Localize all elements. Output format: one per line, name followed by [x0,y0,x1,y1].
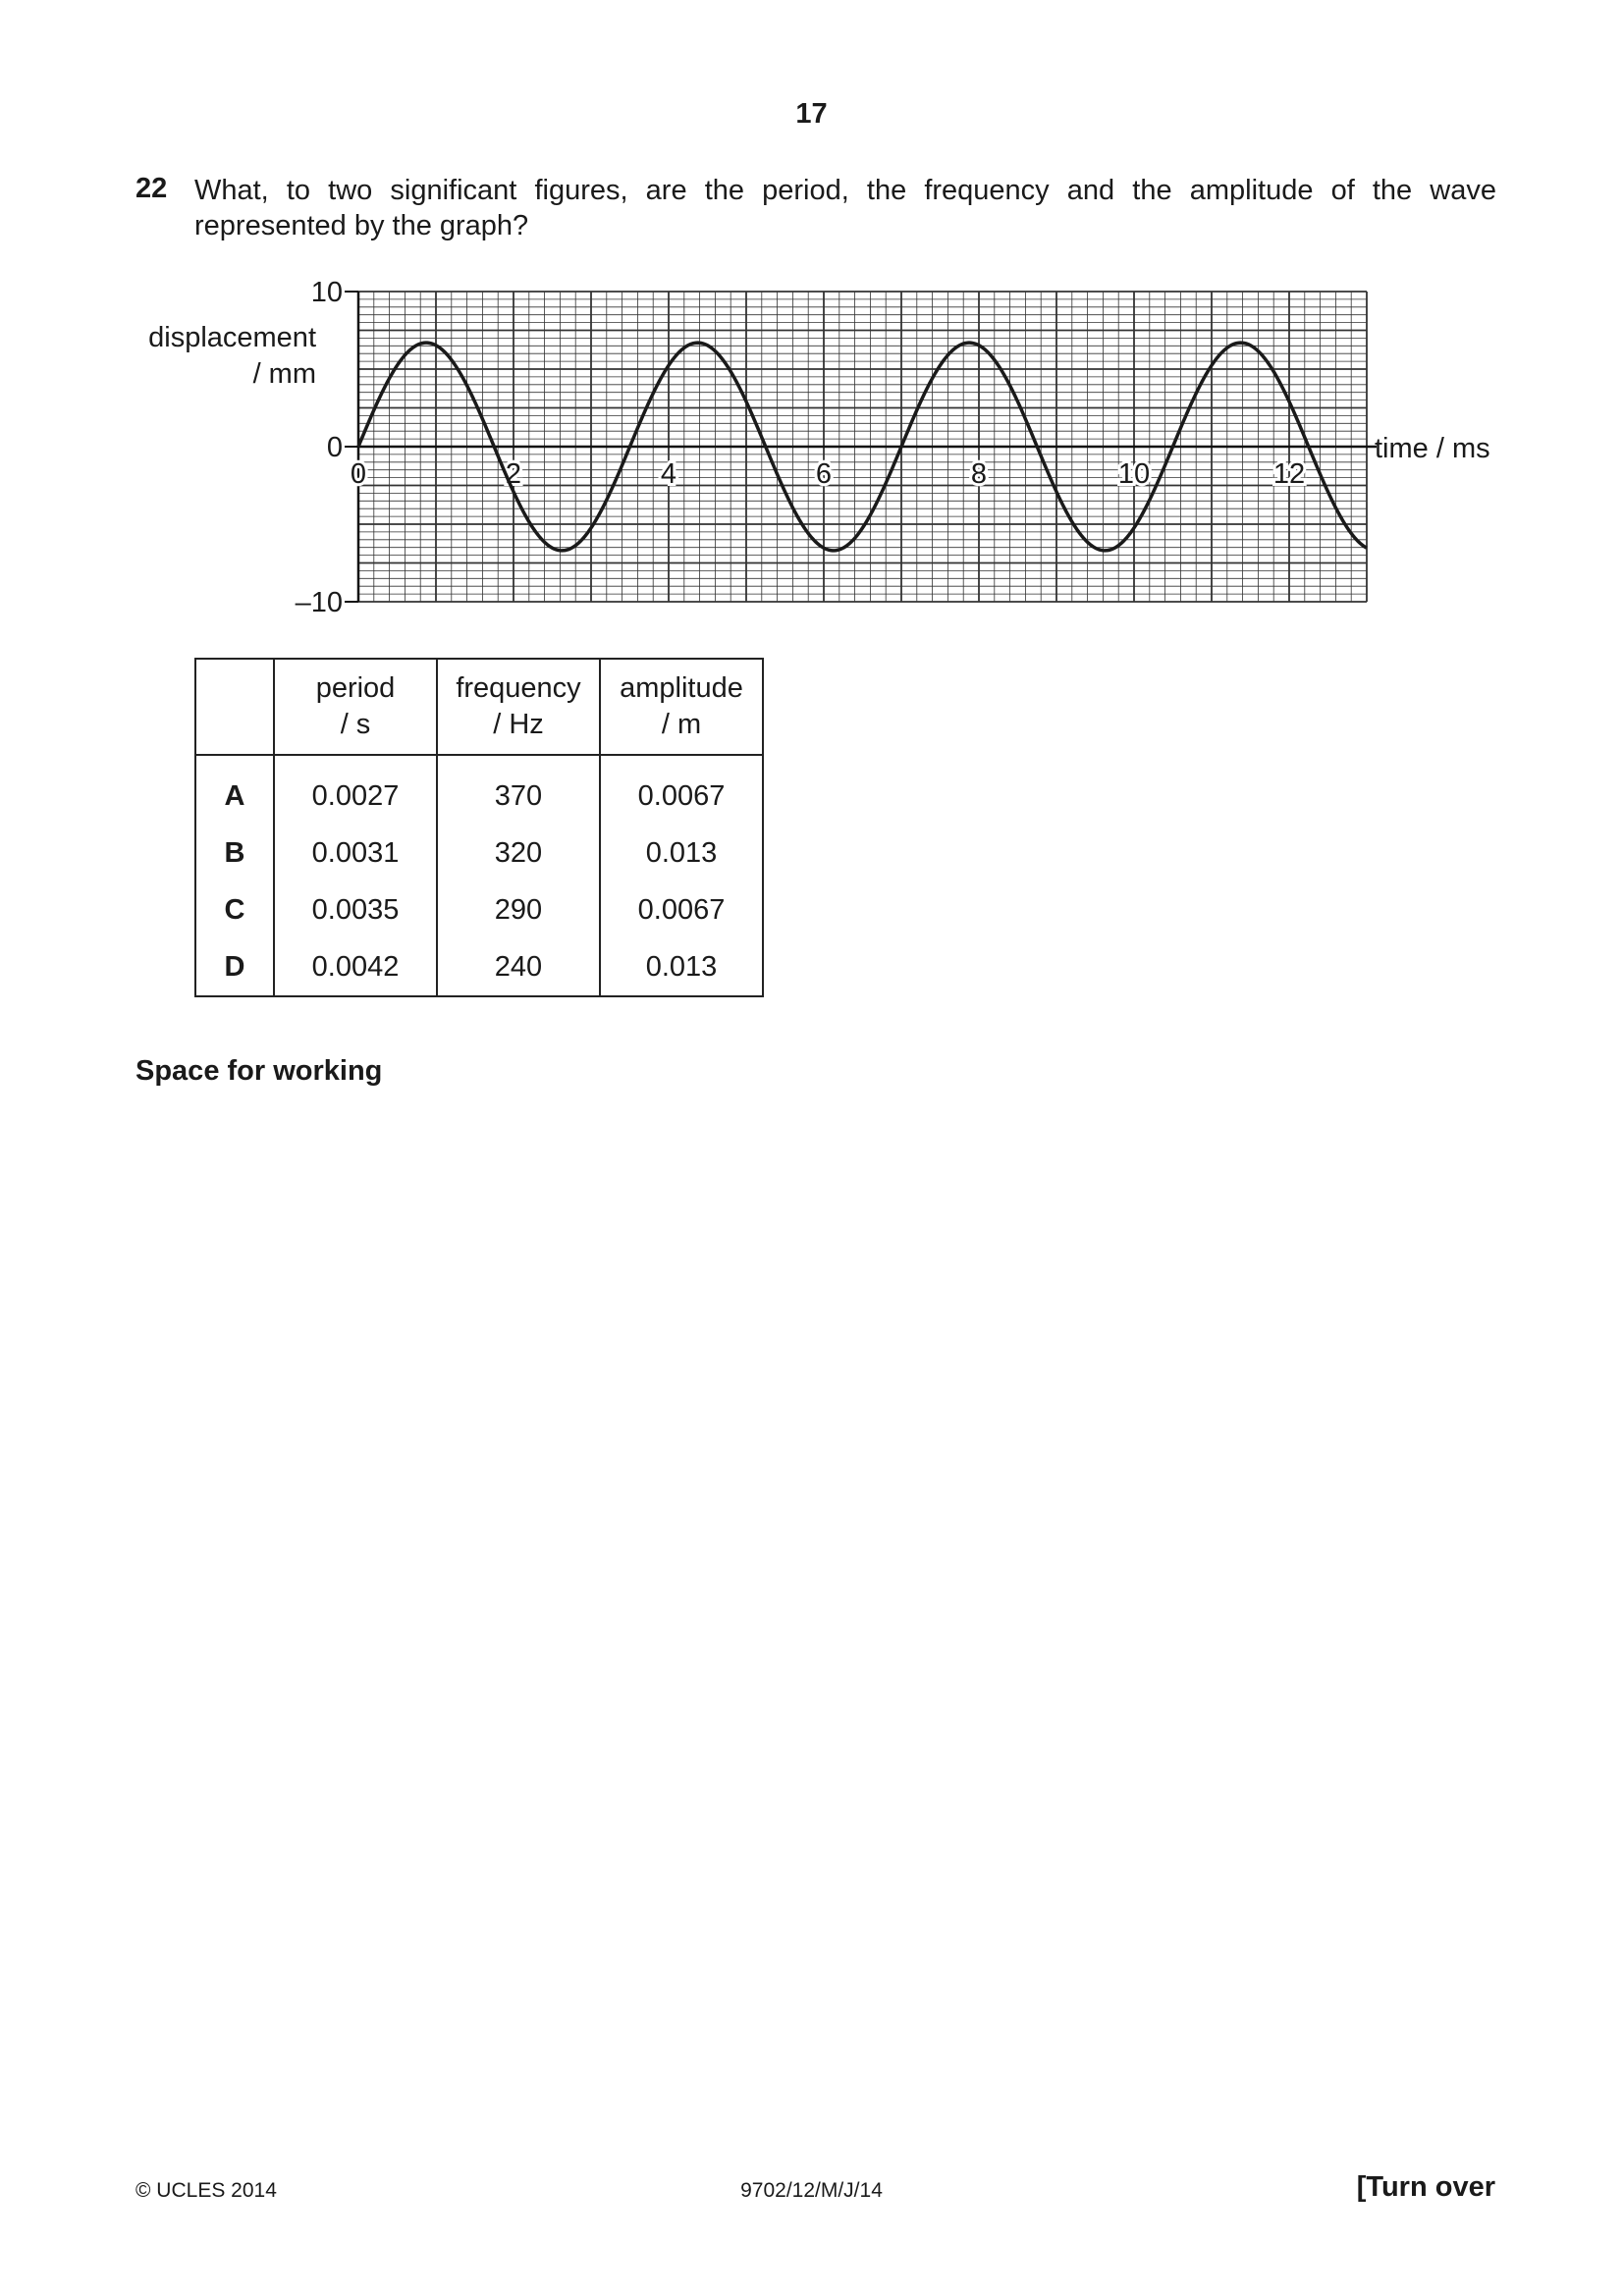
option-period: 0.0031 [273,825,438,881]
question-number: 22 [135,173,168,204]
question-text: What, to two significant figures, are th… [194,175,1496,241]
wave-graph: 10 0 –10 0 2 4 6 8 10 12 displacement / mm time /… [148,277,1490,618]
option-frequency: 370 [436,755,601,825]
header-frequency-unit: / Hz [493,709,544,740]
working-space-label: Space for working [135,1055,383,1087]
table-corner-cell [194,658,275,756]
x-tick-label: 2 [506,458,521,490]
table-header-row: period / s frequency / Hz amplitude / m [194,658,764,756]
option-letter: C [194,881,275,938]
y-tick-label: –10 [296,587,343,618]
answer-table: period / s frequency / Hz amplitude / m … [194,658,764,997]
page-number: 17 [795,98,828,130]
x-tick-label: 4 [661,458,676,490]
x-axis-label: time / ms [1375,433,1490,464]
header-amplitude-label: amplitude [620,672,743,704]
header-amplitude: amplitude / m [599,658,764,756]
option-period: 0.0042 [273,938,438,997]
x-tick-label: 12 [1273,458,1305,490]
header-period-unit: / s [340,709,371,740]
header-frequency: frequency / Hz [436,658,601,756]
table-row: D 0.0042 240 0.013 [194,938,764,997]
option-amplitude: 0.013 [599,938,764,997]
major-grid [357,291,1368,603]
option-period: 0.0027 [273,755,438,825]
y-axis-label: displacement [148,322,316,353]
option-frequency: 290 [436,881,601,938]
table-row: C 0.0035 290 0.0067 [194,881,764,938]
footer-turn-over: [Turn over [1356,2171,1495,2203]
option-amplitude: 0.013 [599,825,764,881]
x-tick-label: 0 [351,458,366,490]
footer-copyright: © UCLES 2014 [135,2179,277,2202]
y-axis-unit: / mm [253,358,316,390]
header-frequency-label: frequency [456,672,581,704]
option-letter: D [194,938,275,997]
option-amplitude: 0.0067 [599,755,764,825]
option-period: 0.0035 [273,881,438,938]
x-tick-label: 6 [816,458,832,490]
option-letter: A [194,755,275,825]
x-tick-label: 10 [1118,458,1150,490]
footer-paper-code: 9702/12/M/J/14 [740,2179,883,2202]
y-tick-label: 10 [311,277,343,308]
y-tick-label: 0 [327,432,343,463]
option-letter: B [194,825,275,881]
option-frequency: 320 [436,825,601,881]
header-period-label: period [315,672,396,704]
header-amplitude-unit: / m [661,709,702,740]
option-amplitude: 0.0067 [599,881,764,938]
option-frequency: 240 [436,938,601,997]
series-line-wave [356,341,1368,553]
header-period: period / s [273,658,438,756]
table-row: B 0.0031 320 0.013 [194,825,764,881]
x-tick-label: 8 [971,458,987,490]
table-row: A 0.0027 370 0.0067 [194,755,764,825]
